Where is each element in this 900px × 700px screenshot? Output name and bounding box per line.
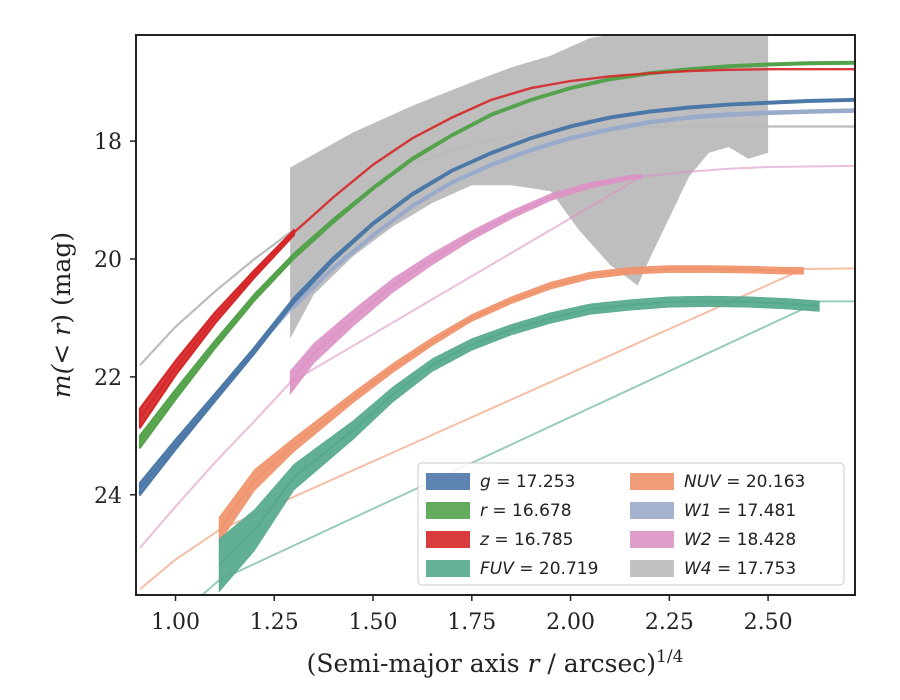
legend-label-fuv: FUV = 20.719 (480, 559, 598, 579)
legend-swatch-r (426, 502, 470, 519)
x-tick-label: 1.75 (447, 610, 496, 635)
legend-swatch-fuv (426, 560, 470, 577)
legend-swatch-nuv (630, 473, 674, 490)
legend-label-w4: W4 = 17.753 (684, 559, 796, 579)
y-tick-label: 24 (94, 484, 122, 509)
series-fuv-band (218, 295, 820, 593)
series-fuv (200, 295, 855, 595)
series-w2 (139, 164, 855, 549)
series-r (138, 60, 855, 449)
series-nuv (139, 265, 855, 590)
x-tick-label: 1.50 (349, 610, 398, 635)
x-tick-label: 1.00 (151, 610, 200, 635)
plot-frame (135, 34, 856, 596)
series-w4 (139, 35, 855, 366)
y-tick-label: 20 (94, 248, 122, 273)
x-tick-label: 2.25 (645, 610, 694, 635)
legend-swatch-w2 (630, 531, 674, 548)
series-w2-band (289, 173, 642, 395)
legend: g = 17.253 r = 16.678 z = 16.785 FUV = 20.7… (417, 462, 845, 586)
series-z (138, 68, 855, 429)
y-axis: 18 20 22 24 (94, 130, 136, 509)
series-r-band (138, 60, 855, 449)
x-axis-label: (Semi-major axis r / arcsec)1/4 (307, 647, 684, 678)
legend-label-r: r = 16.678 (480, 501, 572, 521)
x-tick-label: 1.25 (250, 610, 299, 635)
legend-label-w1: W1 = 17.481 (684, 501, 796, 521)
legend-swatch-g (426, 473, 470, 490)
series-z-band (138, 229, 296, 429)
series-w1-band (292, 108, 855, 309)
series-g (138, 97, 855, 496)
legend-box (417, 462, 845, 586)
x-tick-label: 2.00 (546, 610, 595, 635)
plot-area (138, 35, 855, 595)
legend-label-w2: W2 = 18.428 (684, 530, 796, 550)
series-fuv-extension (200, 300, 855, 595)
series-nuv-band (218, 265, 804, 544)
legend-swatch-w4 (630, 560, 674, 577)
y-tick-label: 18 (94, 130, 122, 155)
legend-label-g: g = 17.253 (480, 472, 575, 492)
x-tick-label: 2.50 (744, 610, 793, 635)
legend-label-z: z = 16.785 (479, 530, 573, 550)
series-w4-line (139, 125, 855, 366)
y-tick-label: 22 (94, 366, 122, 391)
legend-swatch-z (426, 531, 470, 548)
x-axis: 1.00 1.25 1.50 1.75 2.00 2.25 2.50 (151, 595, 793, 635)
legend-label-nuv: NUV = 20.163 (684, 472, 805, 492)
legend-swatch-w1 (630, 502, 674, 519)
y-axis-label: m(< r) (mag) (47, 232, 76, 398)
series-g-band (138, 97, 855, 496)
